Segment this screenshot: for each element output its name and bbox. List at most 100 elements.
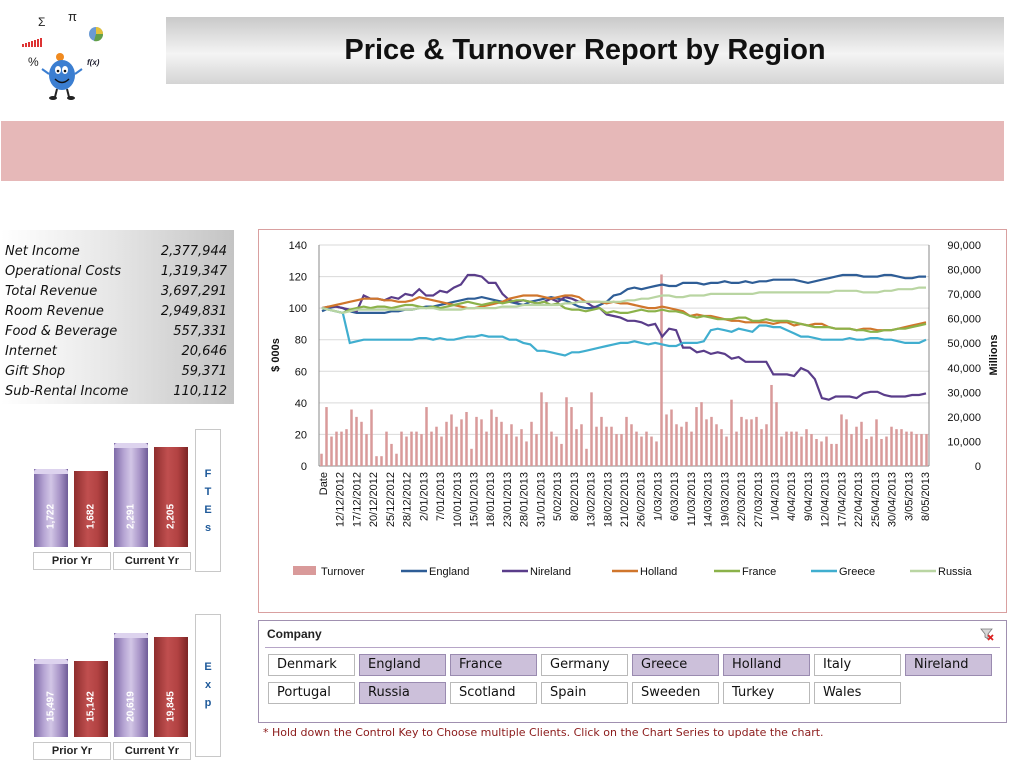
slicer-item-russia[interactable]: Russia: [359, 682, 446, 704]
y2-tick-label: 0: [975, 461, 981, 473]
x-tick-label: 12/04/2013: [820, 472, 832, 527]
turnover-bar: [550, 431, 553, 466]
turnover-bar: [460, 419, 463, 466]
turnover-bar: [440, 436, 443, 466]
turnover-bar: [770, 384, 773, 466]
slicer-item-spain[interactable]: Spain: [541, 682, 628, 704]
metric-label: Net Income: [5, 244, 80, 259]
turnover-bar: [625, 416, 628, 466]
turnover-bar: [635, 431, 638, 466]
exp-bar-value: 15,497: [45, 691, 57, 722]
metric-row: Gift Shop 59,371: [5, 364, 227, 384]
turnover-bar: [870, 436, 873, 466]
turnover-bar: [915, 434, 918, 466]
slicer-item-wales[interactable]: Wales: [814, 682, 901, 704]
ftes-bar: [34, 469, 68, 547]
turnover-bar: [890, 426, 893, 466]
turnover-bar: [325, 407, 328, 466]
page-title: Price & Turnover Report by Region: [344, 34, 826, 66]
slicer-item-england[interactable]: England: [359, 654, 446, 676]
x-tick-label: 14/03/2013: [703, 472, 715, 527]
y-tick-label: 0: [301, 461, 307, 473]
y2-tick-label: 90,000: [947, 240, 981, 252]
exp-bar-top: [34, 659, 68, 664]
turnover-bar: [450, 414, 453, 466]
ftes-bar: [114, 443, 148, 547]
price-turnover-chart[interactable]: 0 20 40 60 80 100 120 140 0 10,000 20,000 30,000 40,…: [258, 229, 1007, 613]
x-tick-label: 13/02/2013: [586, 472, 598, 527]
slicer-item-holland[interactable]: Holland: [723, 654, 810, 676]
turnover-bar: [410, 431, 413, 466]
y-tick-label: 80: [295, 335, 307, 347]
turnover-bar: [455, 426, 458, 466]
turnover-bar: [465, 411, 468, 466]
metric-value: 2,377,944: [160, 244, 227, 259]
turnover-bar: [910, 431, 913, 466]
legend-label: Turnover: [321, 566, 365, 578]
slicer-item-france[interactable]: France: [450, 654, 537, 676]
slicer-title: Company: [267, 627, 322, 641]
y-tick-label: 100: [289, 303, 307, 315]
turnover-bar: [695, 407, 698, 466]
turnover-bar: [855, 426, 858, 466]
x-tick-label: 23/01/2013: [502, 472, 514, 527]
slicer-item-scotland[interactable]: Scotland: [450, 682, 537, 704]
ftes-letter: F: [204, 468, 212, 480]
turnover-bar: [650, 436, 653, 466]
metric-value: 3,697,291: [160, 284, 227, 299]
turnover-bar: [785, 431, 788, 466]
slicer-item-italy[interactable]: Italy: [814, 654, 901, 676]
y2-tick-label: 60,000: [947, 314, 981, 326]
clear-filter-icon[interactable]: [980, 627, 994, 641]
turnover-bar: [520, 429, 523, 466]
turnover-bar: [360, 421, 363, 466]
slicer-item-greece[interactable]: Greece: [632, 654, 719, 676]
series-line-russia: [321, 286, 926, 315]
turnover-bar: [865, 438, 868, 466]
exp-bar: [34, 659, 68, 737]
footnote: * Hold down the Control Key to Choose mu…: [263, 726, 824, 739]
exp-current-label: Current Yr: [113, 742, 191, 760]
turnover-bar: [570, 407, 573, 466]
ftes-bar-top: [114, 443, 148, 448]
exp-bar-value: 19,845: [165, 691, 177, 722]
x-tick-label: 22/03/2013: [736, 472, 748, 527]
turnover-bar: [595, 426, 598, 466]
turnover-bar: [430, 431, 433, 466]
turnover-bar: [670, 409, 673, 466]
ftes-letter: T: [204, 486, 212, 498]
mr-men-logo: Σ π % f(x): [22, 9, 104, 100]
x-tick-label: 17/04/2013: [836, 472, 848, 527]
turnover-bar: [505, 434, 508, 466]
company-slicer: Company Denmark England France Germany Greec…: [258, 620, 1007, 723]
x-tick-label: 17/12/2012: [351, 472, 363, 527]
slicer-item-turkey[interactable]: Turkey: [723, 682, 810, 704]
metric-row: Total Revenue 3,697,291: [5, 284, 227, 304]
slicer-item-sweeden[interactable]: Sweeden: [632, 682, 719, 704]
ftes-bar-value: 2,205: [165, 503, 177, 530]
slicer-item-denmark[interactable]: Denmark: [268, 654, 355, 676]
exp-bar: [154, 637, 188, 737]
slicer-item-germany[interactable]: Germany: [541, 654, 628, 676]
y-tick-label: 20: [295, 429, 307, 441]
slicer-item-nireland[interactable]: Nireland: [905, 654, 992, 676]
turnover-bar: [820, 441, 823, 466]
exp-letter: E: [204, 661, 212, 673]
turnover-bar: [920, 434, 923, 466]
y-tick-label: 40: [295, 398, 307, 410]
slicer-item-portugal[interactable]: Portugal: [268, 682, 355, 704]
metric-value: 110,112: [173, 384, 227, 399]
chart-svg[interactable]: 0 20 40 60 80 100 120 140 0 10,000 20,000 30,000 40,…: [259, 230, 1006, 612]
turnover-bar: [815, 438, 818, 466]
turnover-bar: [630, 424, 633, 466]
x-tick-label: 18/02/2013: [602, 472, 614, 527]
turnover-bar: [640, 436, 643, 466]
x-tick-label: 31/01/2013: [535, 472, 547, 527]
turnover-bar: [720, 429, 723, 466]
turnover-bar: [700, 402, 703, 466]
turnover-bar: [810, 434, 813, 466]
turnover-bar: [475, 416, 478, 466]
exp-bar-top: [114, 633, 148, 638]
turnover-bar: [435, 426, 438, 466]
turnover-bar: [740, 416, 743, 466]
